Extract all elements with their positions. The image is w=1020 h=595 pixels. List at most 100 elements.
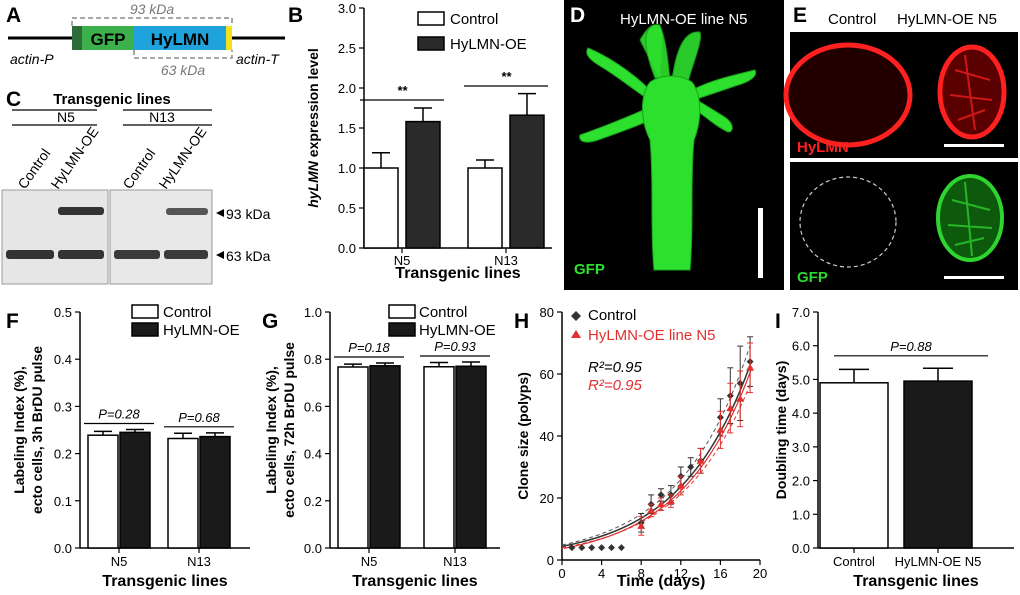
chart-h-xtick-4: 16 — [713, 566, 727, 581]
chart-f-annotations: P=0.28 P=0.68 — [98, 407, 220, 425]
chart-b: 0.0 0.5 1.0 1.5 2.0 2.5 3.0 N5 N13 ** **… — [305, 1, 552, 282]
hydra-body — [642, 75, 701, 271]
chart-h-point-0-4 — [608, 544, 615, 552]
blot-lane-3: Control — [119, 146, 158, 192]
blot-title: Transgenic lines — [53, 91, 171, 108]
chart-h-r2-control: R²=0.95 — [588, 359, 642, 376]
chart-f-annotation-0: P=0.28 — [98, 407, 140, 422]
panel-label-c: C — [6, 88, 21, 111]
nucleus-oe-hylmn — [937, 44, 1007, 140]
chart-h-xtick-3: 12 — [674, 566, 688, 581]
chart-i-ytick-6: 6.0 — [792, 339, 810, 354]
chart-h: 0 20 40 60 80 0 4 8 12 16 20 Time (days)… — [515, 305, 767, 590]
chart-g-ytick-5: 1.0 — [304, 305, 322, 320]
chart-f-ylabel-line-1: Labeling Index (%), — [11, 366, 27, 494]
chart-h-point-0-3 — [598, 544, 606, 552]
band-n5-ctrl-63 — [6, 250, 54, 259]
micrograph-d-title: HyLMN-OE line N5 — [620, 11, 748, 28]
panel-label-e: E — [793, 4, 807, 27]
chart-h-xlabel: Time (days) — [617, 573, 706, 590]
chart-b-ytick-1: 0.5 — [338, 201, 356, 216]
chart-i-ytick-5: 5.0 — [792, 372, 810, 387]
legend-b-control-label: Control — [450, 11, 498, 28]
legend-b-control-swatch — [417, 11, 445, 26]
hydra-tentacle-6 — [579, 107, 651, 143]
chart-b-ylabel-italic: hyLMN — [305, 160, 321, 208]
chart-g-bar-0-1 — [369, 365, 401, 549]
panel-g: G 0.0 0.2 0.4 0.6 0.8 1.0 N5 N13 P=0.18 … — [262, 304, 500, 590]
chart-f-ylabel-line-2: ecto cells, 3h BrDU pulse — [29, 346, 45, 514]
chart-i-xlabel: Transgenic lines — [853, 573, 978, 590]
chart-f-ytick-5: 0.5 — [54, 305, 72, 320]
size-bracket-top — [71, 17, 233, 26]
chart-f-bar-1-0 — [167, 437, 199, 549]
chart-h-yticks: 0 20 40 60 80 — [540, 305, 554, 568]
chart-h-point-1-4 — [676, 481, 685, 489]
chart-h-xtick-0: 0 — [558, 566, 565, 581]
chart-g-ytick-0: 0.0 — [304, 541, 322, 556]
chart-h-xtick-2: 8 — [638, 566, 645, 581]
chart-g-ytick-2: 0.4 — [304, 447, 322, 462]
chart-b-ytick-6: 3.0 — [338, 1, 356, 16]
chart-g-ytick-4: 0.8 — [304, 352, 322, 367]
chart-f-xcat-1: N13 — [187, 554, 211, 569]
legend-b-oe-swatch — [417, 36, 445, 51]
chart-b-ytick-0: 0.0 — [338, 241, 356, 256]
chart-i-xcat-1: HyLMN-OE N5 — [895, 554, 982, 569]
chart-b-bar-1-0 — [467, 167, 503, 249]
chart-i-annotations: P=0.88 — [890, 339, 932, 354]
construct-gfp-block — [82, 26, 134, 50]
legend-h-oe-label: HyLMN-OE line N5 — [588, 327, 716, 344]
micrograph-e-control-label: Control — [828, 11, 876, 28]
chart-h-ci-lower — [561, 384, 751, 549]
chart-h-ytick-2: 40 — [540, 429, 554, 444]
panel-b: B 0.0 0.5 1.0 1.5 2.0 2.5 3.0 N5 N13 ** … — [288, 1, 552, 282]
chart-b-ytick-4: 2.0 — [338, 81, 356, 96]
marker-label-93: 93 kDa — [226, 206, 271, 222]
legend-h-oe-marker — [571, 330, 581, 338]
chart-h-point-0-5 — [617, 544, 625, 552]
chart-g-xcats: N5 N13 — [361, 554, 467, 569]
chart-b-bar-0-1 — [405, 120, 441, 249]
chart-h-point-0-11 — [687, 463, 695, 471]
hydra-tentacle-2 — [645, 24, 671, 81]
scale-bar-d — [758, 208, 763, 278]
chart-g: 0.0 0.2 0.4 0.6 0.8 1.0 N5 N13 P=0.18 P=… — [263, 305, 500, 590]
nucleus-control-outline — [799, 176, 897, 268]
hydra-polyp — [579, 24, 757, 271]
chart-h-point-1-9 — [746, 363, 755, 371]
terminator-label: actin-T — [236, 51, 280, 67]
blot-line-n13: N13 — [149, 109, 175, 125]
legend-f-oe-label: HyLMN-OE — [163, 322, 240, 339]
chart-i-ylabel: Doubling time (days) — [773, 361, 789, 499]
legend-b: Control HyLMN-OE — [417, 11, 527, 53]
legend-g-oe-label: HyLMN-OE — [419, 322, 496, 339]
chart-i-ytick-7: 7.0 — [792, 305, 810, 320]
hydra-tentacle-7 — [692, 97, 733, 133]
chart-i-ytick-1: 1.0 — [792, 507, 810, 522]
construct-hylmn-block — [134, 26, 226, 50]
chart-h-point-0-8 — [657, 491, 665, 499]
chart-b-bar-1-1 — [509, 114, 545, 249]
chart-h-xtick-1: 4 — [598, 566, 605, 581]
chart-g-xcat-1: N13 — [443, 554, 467, 569]
size-label-top: 93 kDa — [130, 1, 175, 17]
panel-a: A GFP HyLMN actin-P actin-T 93 kDa 63 kD… — [6, 1, 285, 78]
chart-h-point-1-3 — [666, 497, 675, 505]
legend-g-control-swatch — [388, 304, 416, 319]
blot-line-n5: N5 — [57, 109, 75, 125]
chart-h-r2-oe: R²=0.95 — [588, 377, 642, 394]
band-n13-ctrl-63 — [114, 250, 160, 259]
chart-f: 0.0 0.1 0.2 0.3 0.4 0.5 N5 N13 P=0.28 P=… — [11, 305, 250, 590]
chart-h-point-1-8 — [736, 394, 745, 402]
chart-i-yticks: 0.0 1.0 2.0 3.0 4.0 5.0 6.0 7.0 — [792, 305, 810, 556]
chart-f-xcat-0: N5 — [111, 554, 128, 569]
hydra-tentacle-4 — [586, 47, 651, 101]
chart-h-point-1-1 — [647, 506, 656, 514]
scale-bar-e-top — [944, 144, 1004, 147]
chart-g-ylabel-line-1: Labeling Index (%), — [263, 366, 279, 494]
chart-h-point-1-2 — [657, 500, 665, 508]
chart-f-annotation-1: P=0.68 — [178, 410, 220, 425]
chart-h-xtick-5: 20 — [753, 566, 767, 581]
